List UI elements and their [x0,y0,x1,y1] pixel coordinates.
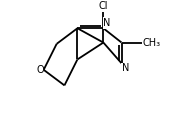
Text: O: O [36,65,44,75]
Text: N: N [122,63,129,73]
Text: N: N [103,18,111,28]
Text: Cl: Cl [99,1,108,11]
Text: CH₃: CH₃ [142,38,161,48]
